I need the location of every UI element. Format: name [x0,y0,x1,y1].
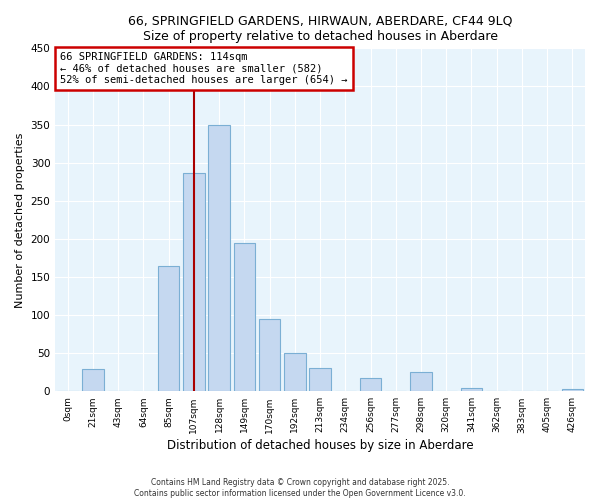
Bar [461,388,482,392]
Bar [310,368,331,392]
Title: 66, SPRINGFIELD GARDENS, HIRWAUN, ABERDARE, CF44 9LQ
Size of property relative t: 66, SPRINGFIELD GARDENS, HIRWAUN, ABERDA… [128,15,512,43]
X-axis label: Distribution of detached houses by size in Aberdare: Distribution of detached houses by size … [167,440,473,452]
Bar [284,353,305,392]
Bar [562,389,583,392]
Bar [183,172,205,392]
Text: 66 SPRINGFIELD GARDENS: 114sqm
← 46% of detached houses are smaller (582)
52% of: 66 SPRINGFIELD GARDENS: 114sqm ← 46% of … [61,52,348,85]
Bar [233,242,255,392]
Text: Contains HM Land Registry data © Crown copyright and database right 2025.
Contai: Contains HM Land Registry data © Crown c… [134,478,466,498]
Bar [208,124,230,392]
Bar [410,372,432,392]
Bar [360,378,381,392]
Bar [158,266,179,392]
Y-axis label: Number of detached properties: Number of detached properties [15,132,25,308]
Bar [82,369,104,392]
Bar [259,319,280,392]
Bar [57,390,79,392]
